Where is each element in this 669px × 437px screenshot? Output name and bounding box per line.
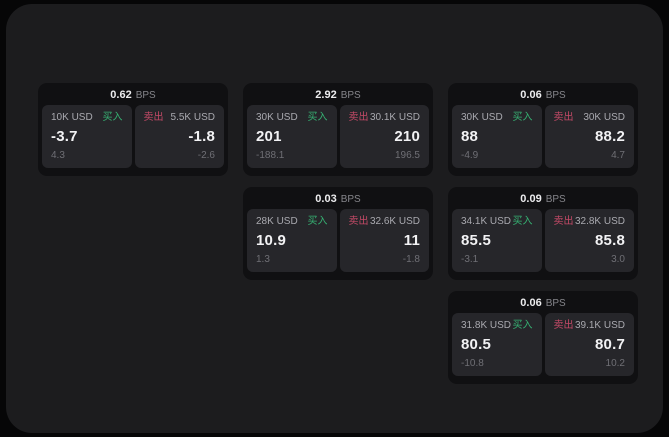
sell-delta: -2.6 xyxy=(197,150,215,161)
buy-delta: -4.9 xyxy=(461,150,479,161)
sell-tile[interactable]: 卖出 30.1K USD 210 196.5 xyxy=(339,105,429,168)
spread-unit: BPS xyxy=(545,297,566,309)
sell-side-label: 卖出 xyxy=(143,112,164,123)
sell-delta: 3.0 xyxy=(611,254,625,265)
buy-tile[interactable]: 28K USD 买入 10.9 1.3 xyxy=(247,209,337,272)
buy-side-label: 买入 xyxy=(102,112,123,123)
sell-amount: 30.1K USD xyxy=(369,112,420,123)
quote-card: 0.06 BPS 31.8K USD 买入 80.5 -10.8 卖出 39.1… xyxy=(448,291,638,384)
spread-unit: BPS xyxy=(545,89,566,101)
quote-body: 34.1K USD 买入 85.5 -3.1 卖出 32.8K USD 85.8… xyxy=(448,209,638,272)
sell-delta: 196.5 xyxy=(394,150,420,161)
buy-side-label: 买入 xyxy=(307,216,328,227)
quote-body: 30K USD 买入 201 -188.1 卖出 30.1K USD 210 1… xyxy=(243,105,433,168)
buy-price: -3.7 xyxy=(51,128,78,145)
buy-price: 10.9 xyxy=(256,232,286,249)
buy-amount: 10K USD xyxy=(51,112,93,123)
spread-unit: BPS xyxy=(340,193,361,205)
sell-price: 11 xyxy=(403,232,420,249)
buy-delta: 4.3 xyxy=(51,150,65,161)
spread-header: 0.62 BPS xyxy=(38,83,228,105)
spread-header: 2.92 BPS xyxy=(243,83,433,105)
spread-value: 0.09 xyxy=(520,193,542,205)
spread-value: 0.62 xyxy=(110,89,132,101)
sell-tile[interactable]: 卖出 32.6K USD 11 -1.8 xyxy=(339,209,429,272)
buy-tile[interactable]: 10K USD 买入 -3.7 4.3 xyxy=(42,105,132,168)
sell-price: 210 xyxy=(394,128,420,145)
sell-side-label: 卖出 xyxy=(553,216,574,227)
sell-amount: 5.5K USD xyxy=(170,112,215,123)
buy-tile[interactable]: 30K USD 买入 201 -188.1 xyxy=(247,105,337,168)
buy-price: 85.5 xyxy=(461,232,491,249)
quote-body: 30K USD 买入 88 -4.9 卖出 30K USD 88.2 4.7 xyxy=(448,105,638,168)
quote-card: 0.03 BPS 28K USD 买入 10.9 1.3 卖出 32.6K US… xyxy=(243,187,433,280)
buy-delta: 1.3 xyxy=(256,254,270,265)
quote-card: 0.06 BPS 30K USD 买入 88 -4.9 卖出 30K USD 8… xyxy=(448,83,638,176)
sell-amount: 30K USD xyxy=(583,112,625,123)
sell-tile[interactable]: 卖出 30K USD 88.2 4.7 xyxy=(544,105,634,168)
buy-side-label: 买入 xyxy=(512,216,533,227)
spread-value: 0.06 xyxy=(520,297,542,309)
buy-tile[interactable]: 31.8K USD 买入 80.5 -10.8 xyxy=(452,313,542,376)
sell-amount: 32.8K USD xyxy=(574,216,625,227)
sell-tile[interactable]: 卖出 39.1K USD 80.7 10.2 xyxy=(544,313,634,376)
spread-unit: BPS xyxy=(545,193,566,205)
buy-price: 201 xyxy=(256,128,282,145)
buy-tile[interactable]: 30K USD 买入 88 -4.9 xyxy=(452,105,542,168)
spread-header: 0.09 BPS xyxy=(448,187,638,209)
sell-side-label: 卖出 xyxy=(348,112,369,123)
buy-side-label: 买入 xyxy=(307,112,328,123)
buy-tile[interactable]: 34.1K USD 买入 85.5 -3.1 xyxy=(452,209,542,272)
quote-card: 0.62 BPS 10K USD 买入 -3.7 4.3 卖出 5.5K USD… xyxy=(38,83,228,176)
sell-delta: 4.7 xyxy=(611,150,625,161)
sell-side-label: 卖出 xyxy=(553,320,574,331)
buy-delta: -188.1 xyxy=(256,150,285,161)
sell-delta: 10.2 xyxy=(605,358,625,369)
spread-header: 0.06 BPS xyxy=(448,291,638,313)
sell-price: 80.7 xyxy=(595,336,625,353)
sell-price: 88.2 xyxy=(595,128,625,145)
sell-side-label: 卖出 xyxy=(553,112,574,123)
quote-card: 0.09 BPS 34.1K USD 买入 85.5 -3.1 卖出 32.8K… xyxy=(448,187,638,280)
spread-unit: BPS xyxy=(340,89,361,101)
quote-body: 28K USD 买入 10.9 1.3 卖出 32.6K USD 11 -1.8 xyxy=(243,209,433,272)
buy-side-label: 买入 xyxy=(512,112,533,123)
spread-value: 0.03 xyxy=(315,193,337,205)
spread-unit: BPS xyxy=(135,89,156,101)
quote-body: 10K USD 买入 -3.7 4.3 卖出 5.5K USD -1.8 -2.… xyxy=(38,105,228,168)
sell-price: 85.8 xyxy=(595,232,625,249)
sell-price: -1.8 xyxy=(188,128,215,145)
spread-header: 0.06 BPS xyxy=(448,83,638,105)
spread-value: 2.92 xyxy=(315,89,337,101)
buy-delta: -10.8 xyxy=(461,358,484,369)
buy-amount: 28K USD xyxy=(256,216,298,227)
buy-price: 88 xyxy=(461,128,479,145)
buy-delta: -3.1 xyxy=(461,254,479,265)
buy-amount: 30K USD xyxy=(256,112,298,123)
buy-side-label: 买入 xyxy=(512,320,533,331)
quote-body: 31.8K USD 买入 80.5 -10.8 卖出 39.1K USD 80.… xyxy=(448,313,638,376)
buy-amount: 34.1K USD xyxy=(461,216,512,227)
sell-tile[interactable]: 卖出 32.8K USD 85.8 3.0 xyxy=(544,209,634,272)
sell-amount: 39.1K USD xyxy=(574,320,625,331)
buy-amount: 31.8K USD xyxy=(461,320,512,331)
spread-value: 0.06 xyxy=(520,89,542,101)
sell-amount: 32.6K USD xyxy=(369,216,420,227)
spread-header: 0.03 BPS xyxy=(243,187,433,209)
quote-card: 2.92 BPS 30K USD 买入 201 -188.1 卖出 30.1K … xyxy=(243,83,433,176)
buy-amount: 30K USD xyxy=(461,112,503,123)
buy-price: 80.5 xyxy=(461,336,491,353)
sell-side-label: 卖出 xyxy=(348,216,369,227)
sell-tile[interactable]: 卖出 5.5K USD -1.8 -2.6 xyxy=(134,105,224,168)
sell-delta: -1.8 xyxy=(402,254,420,265)
